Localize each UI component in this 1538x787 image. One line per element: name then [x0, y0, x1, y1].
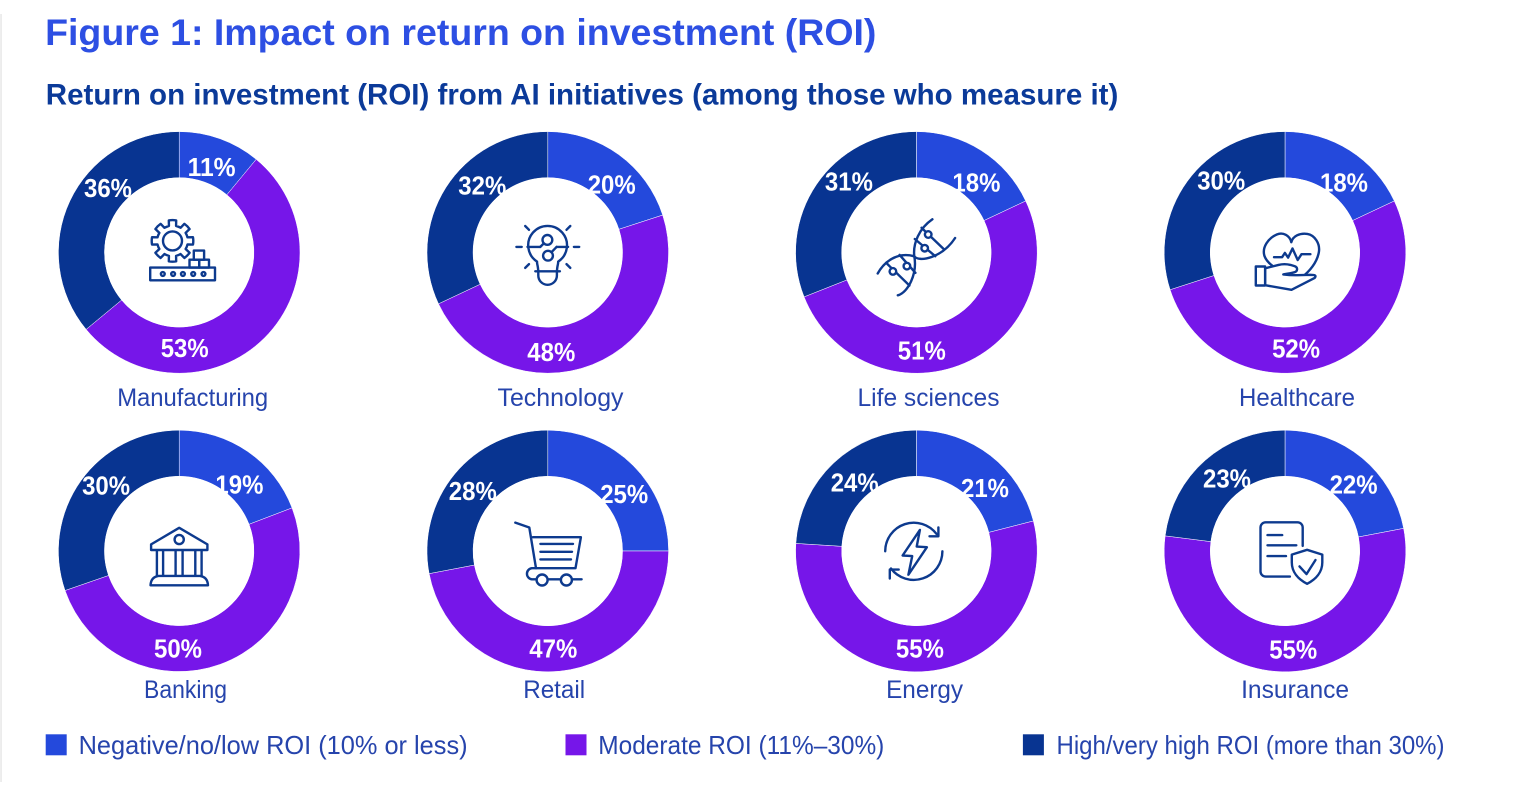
- svg-text:36%: 36%: [84, 173, 132, 203]
- svg-text:Return on investment (ROI) fro: Return on investment (ROI) from AI initi…: [46, 78, 1119, 111]
- svg-text:18%: 18%: [1320, 168, 1368, 198]
- svg-text:18%: 18%: [952, 168, 1000, 198]
- svg-text:47%: 47%: [529, 633, 577, 663]
- svg-text:Moderate ROI (11%–30%): Moderate ROI (11%–30%): [598, 730, 884, 760]
- svg-text:Figure 1: Impact on return on: Figure 1: Impact on return on investment…: [45, 11, 876, 53]
- svg-text:19%: 19%: [215, 469, 263, 499]
- svg-text:Healthcare: Healthcare: [1239, 384, 1355, 412]
- svg-text:Retail: Retail: [523, 676, 585, 704]
- svg-text:Technology: Technology: [498, 384, 624, 412]
- svg-text:30%: 30%: [82, 470, 130, 500]
- svg-text:High/very high ROI (more than: High/very high ROI (more than 30%): [1057, 730, 1445, 760]
- svg-text:32%: 32%: [458, 170, 506, 200]
- svg-text:Banking: Banking: [144, 676, 227, 704]
- svg-text:30%: 30%: [1197, 166, 1245, 196]
- svg-text:22%: 22%: [1330, 469, 1378, 499]
- svg-text:55%: 55%: [1269, 634, 1317, 664]
- svg-text:53%: 53%: [161, 333, 209, 363]
- svg-text:55%: 55%: [896, 633, 944, 663]
- svg-text:20%: 20%: [588, 169, 636, 199]
- svg-text:51%: 51%: [898, 335, 946, 365]
- svg-text:Insurance: Insurance: [1241, 676, 1349, 704]
- svg-text:52%: 52%: [1272, 334, 1320, 364]
- svg-text:21%: 21%: [961, 473, 1009, 503]
- svg-text:31%: 31%: [825, 167, 873, 197]
- svg-text:24%: 24%: [831, 468, 879, 498]
- svg-text:50%: 50%: [154, 633, 202, 663]
- svg-text:Energy: Energy: [886, 676, 963, 704]
- svg-text:Manufacturing: Manufacturing: [117, 384, 268, 412]
- svg-text:23%: 23%: [1203, 464, 1251, 494]
- svg-text:28%: 28%: [449, 476, 497, 506]
- svg-text:Negative/no/low ROI (10% or le: Negative/no/low ROI (10% or less): [79, 730, 468, 760]
- svg-text:11%: 11%: [188, 152, 236, 182]
- svg-text:25%: 25%: [600, 479, 648, 509]
- svg-text:Life sciences: Life sciences: [858, 384, 1000, 412]
- svg-text:48%: 48%: [527, 337, 575, 367]
